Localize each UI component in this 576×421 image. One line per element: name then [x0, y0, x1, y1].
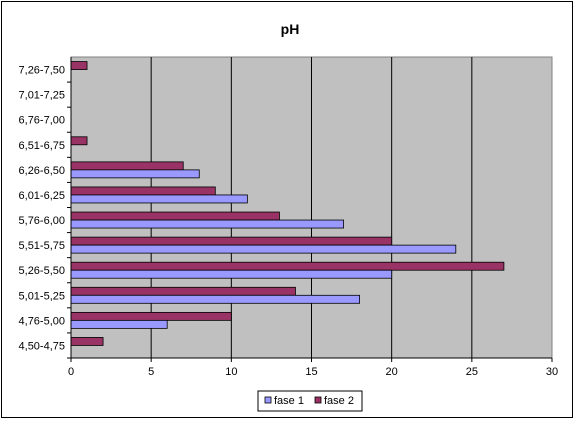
bar-fase-2 [70, 311, 232, 321]
plot-area: 0 5 10 15 20 25 30 4,50-4,75 4,76-5,00 5,01-5,25 5… [19, 56, 558, 378]
bar-fase-2 [70, 286, 296, 296]
legend-label-1: fase 1 [274, 395, 304, 407]
y-tick-label: 6,51-6,75 [19, 140, 65, 152]
bar-fase-1 [70, 244, 457, 254]
bar-fase-2 [70, 236, 393, 246]
y-tick-label: 7,01-7,25 [19, 90, 65, 102]
y-tick-label: 5,26-5,50 [19, 265, 65, 277]
x-tick-label: 15 [305, 366, 317, 378]
y-tick-label: 5,51-5,75 [19, 240, 65, 252]
x-tick-label: 30 [546, 366, 558, 378]
bar-fase-2 [70, 186, 216, 196]
y-tick-label: 7,26-7,50 [19, 65, 65, 77]
legend: fase 1 fase 2 [257, 390, 363, 412]
y-tick-label: 6,76-7,00 [19, 115, 65, 127]
bar-fase-1 [70, 294, 361, 304]
chart-title: pH [281, 21, 300, 37]
bar-fase-2 [70, 61, 88, 70]
y-tick-label: 5,01-5,25 [19, 290, 65, 302]
bar-fase-2 [70, 161, 184, 171]
x-tick-label: 5 [148, 366, 154, 378]
legend-box [257, 390, 363, 412]
bar-fase-2 [70, 337, 104, 346]
bar-fase-1 [70, 269, 393, 279]
y-tick-label: 6,01-6,25 [19, 190, 65, 202]
legend-swatch-1 [264, 396, 272, 404]
x-tick-label: 20 [386, 366, 398, 378]
x-tick-label: 25 [466, 366, 478, 378]
y-tick-label: 4,76-5,00 [19, 315, 65, 327]
x-tick-label: 0 [68, 366, 74, 378]
bar-fase-1 [70, 319, 168, 329]
bar-fase-1 [70, 219, 344, 229]
bar-fase-2 [70, 211, 280, 221]
x-tick-label: 10 [225, 366, 237, 378]
legend-swatch-2 [314, 396, 322, 404]
bar-fase-2 [70, 261, 505, 271]
y-tick-label: 6,26-6,50 [19, 165, 65, 177]
y-tick-label: 4,50-4,75 [19, 340, 65, 352]
y-tick-label: 5,76-6,00 [19, 215, 65, 227]
bar-fase-1 [70, 194, 248, 204]
legend-label-2: fase 2 [324, 395, 354, 407]
bar-fase-1 [70, 169, 200, 179]
bar-fase-2 [70, 136, 88, 146]
